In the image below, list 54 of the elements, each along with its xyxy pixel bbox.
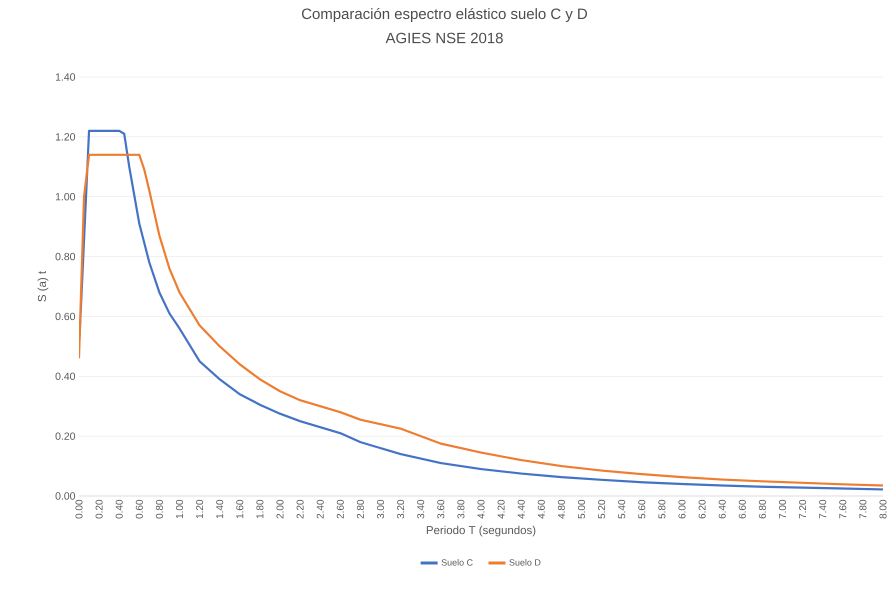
x-tick-label: 1.80 bbox=[256, 500, 264, 518]
x-tick-label: 1.60 bbox=[236, 500, 244, 518]
x-tick-label: 3.60 bbox=[437, 500, 444, 519]
x-tick-label: 5.60 bbox=[638, 500, 646, 519]
x-tick-label: 7.00 bbox=[778, 500, 786, 518]
x-tick-label: 8.00 bbox=[879, 500, 887, 518]
x-tick-label: 3.20 bbox=[397, 500, 404, 519]
x-tick-label: 3.00 bbox=[376, 500, 384, 519]
y-tick-label: 0.20 bbox=[56, 432, 76, 440]
x-tick-label: 0.40 bbox=[116, 500, 123, 519]
y-tick-label: 0.80 bbox=[56, 252, 76, 260]
x-tick-label: 5.40 bbox=[618, 500, 626, 519]
x-tick-label: 3.40 bbox=[417, 500, 424, 519]
legend-label: Suelo C bbox=[442, 559, 473, 566]
x-tick-label: 1.20 bbox=[196, 500, 204, 518]
x-tick-label: 6.80 bbox=[758, 500, 766, 518]
x-tick-label: 6.60 bbox=[738, 500, 746, 518]
x-tick-label: 5.20 bbox=[598, 500, 606, 519]
x-tick-label: 1.00 bbox=[176, 500, 184, 518]
y-tick-label: 1.20 bbox=[56, 133, 76, 141]
y-tick-label: 0.40 bbox=[56, 372, 76, 380]
x-tick-label: 7.40 bbox=[819, 500, 826, 518]
x-tick-label: 5.00 bbox=[578, 500, 586, 519]
x-tick-label: 5.80 bbox=[658, 500, 666, 519]
x-axis-title: Periodo T (segundos) bbox=[426, 526, 536, 536]
x-tick-label: 7.80 bbox=[859, 500, 866, 518]
x-tick-label: 2.00 bbox=[276, 500, 284, 518]
y-tick-label: 1.00 bbox=[56, 193, 76, 200]
x-tick-label: 4.20 bbox=[498, 500, 505, 519]
chart-title: Comparación espectro elástico suelo C y D bbox=[302, 8, 588, 22]
y-tick-label: 1.40 bbox=[56, 73, 76, 81]
x-tick-label: 0.60 bbox=[136, 500, 143, 519]
x-tick-label: 4.80 bbox=[558, 500, 565, 519]
x-tick-label: 1.40 bbox=[216, 500, 224, 518]
x-tick-label: 2.40 bbox=[316, 500, 324, 518]
chart-subtitle: AGIES NSE 2018 bbox=[386, 32, 503, 44]
x-tick-label: 3.80 bbox=[457, 500, 464, 519]
x-tick-label: 6.20 bbox=[698, 500, 706, 518]
y-tick-label: 0.60 bbox=[56, 312, 76, 320]
x-tick-label: 0.80 bbox=[156, 500, 163, 519]
y-tick-label: 0.00 bbox=[56, 492, 76, 500]
y-axis-title: S (a) t bbox=[38, 271, 48, 302]
x-tick-label: 2.80 bbox=[356, 500, 364, 518]
x-tick-label: 0.20 bbox=[96, 500, 103, 519]
x-tick-label: 4.00 bbox=[477, 500, 485, 519]
legend-label: Suelo D bbox=[509, 559, 540, 566]
x-tick-label: 4.40 bbox=[518, 500, 525, 519]
x-tick-label: 4.60 bbox=[538, 500, 545, 519]
x-tick-label: 7.60 bbox=[839, 500, 846, 518]
x-tick-label: 2.60 bbox=[336, 500, 344, 518]
x-tick-label: 2.20 bbox=[296, 500, 304, 518]
x-tick-label: 6.40 bbox=[718, 500, 726, 518]
x-tick-label: 7.20 bbox=[799, 500, 806, 518]
x-tick-label: 6.00 bbox=[678, 500, 686, 518]
